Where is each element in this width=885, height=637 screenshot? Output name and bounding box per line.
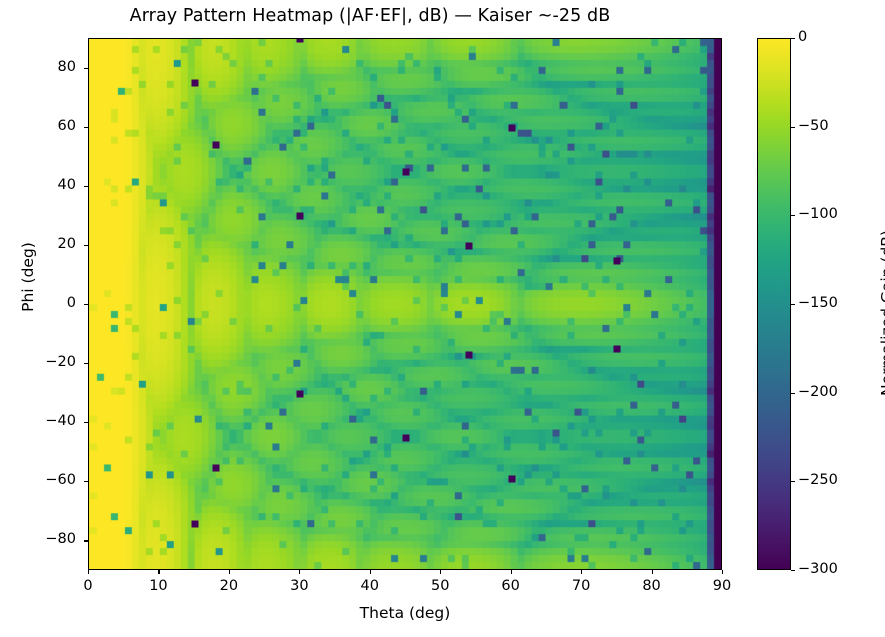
- y-tick-label: 80: [57, 58, 76, 75]
- colorbar-tick: [791, 126, 795, 128]
- colorbar-tick: [791, 304, 795, 306]
- y-tick: [84, 481, 88, 483]
- colorbar-label: Normalized Gain (dB): [878, 230, 885, 396]
- colorbar-tick: [791, 215, 795, 217]
- colorbar-tick: [791, 392, 795, 394]
- x-tick-label: 90: [712, 578, 732, 594]
- null-marker: [465, 351, 473, 359]
- colorbar-tick-label: −250: [798, 472, 838, 489]
- y-tick-label: −40: [45, 413, 76, 430]
- y-tick: [84, 363, 88, 365]
- x-tick: [369, 570, 371, 574]
- y-tick: [84, 185, 88, 187]
- null-marker-layer: [89, 39, 721, 569]
- y-tick: [84, 540, 88, 542]
- null-marker: [402, 168, 410, 176]
- x-tick: [158, 570, 160, 574]
- x-tick-label: 20: [219, 578, 239, 594]
- x-tick-label: 50: [430, 578, 450, 594]
- null-marker: [296, 390, 304, 398]
- x-tick: [581, 570, 583, 574]
- null-marker: [212, 464, 220, 472]
- y-tick: [84, 126, 88, 128]
- null-marker: [212, 141, 220, 149]
- y-tick-label: −20: [45, 354, 76, 371]
- null-marker: [508, 475, 516, 483]
- x-tick: [651, 570, 653, 574]
- y-tick-label: −60: [45, 472, 76, 489]
- colorbar: [757, 38, 791, 570]
- null-marker: [508, 124, 516, 132]
- null-marker: [191, 520, 199, 528]
- colorbar-tick-label: −200: [798, 383, 838, 400]
- colorbar-tick-label: −300: [798, 561, 838, 577]
- null-marker: [465, 242, 473, 250]
- chart-title: Array Pattern Heatmap (|AF·EF|, dB) — Ka…: [129, 6, 611, 26]
- y-tick: [84, 304, 88, 306]
- y-tick-label: 20: [57, 235, 76, 252]
- null-marker: [613, 345, 621, 353]
- colorbar-tick-label: −50: [798, 117, 829, 134]
- null-marker: [402, 434, 410, 442]
- x-tick-label: 40: [360, 578, 379, 594]
- colorbar-tick-label: −100: [798, 206, 838, 223]
- x-tick-label: 0: [83, 578, 93, 594]
- x-tick-label: 10: [149, 578, 168, 594]
- null-marker: [296, 39, 304, 43]
- colorbar-tick-label: 0: [798, 29, 808, 45]
- y-tick: [84, 422, 88, 424]
- x-tick: [510, 570, 512, 574]
- y-tick-label: −80: [45, 531, 76, 548]
- x-tick-label: 30: [290, 578, 309, 594]
- x-tick: [722, 570, 724, 574]
- x-axis-label: Theta (deg): [359, 604, 451, 622]
- null-marker: [296, 212, 304, 220]
- x-tick-label: 60: [501, 578, 520, 594]
- colorbar-tick: [791, 570, 795, 572]
- x-tick-label: 70: [571, 578, 591, 594]
- null-marker: [613, 257, 621, 265]
- heatmap-axes[interactable]: [88, 38, 722, 570]
- x-tick: [88, 570, 90, 574]
- x-tick-label: 80: [642, 578, 661, 594]
- colorbar-tick-label: −150: [798, 295, 838, 311]
- y-tick: [84, 67, 88, 69]
- y-tick-label: 0: [66, 295, 76, 311]
- x-tick: [228, 570, 230, 574]
- x-tick: [299, 570, 301, 574]
- heatmap-canvas: [89, 39, 721, 569]
- y-tick-label: 40: [57, 176, 76, 193]
- y-tick: [84, 244, 88, 246]
- y-axis-label: Phi (deg): [19, 242, 37, 312]
- x-tick: [440, 570, 442, 574]
- null-marker: [191, 79, 199, 87]
- colorbar-tick: [791, 38, 795, 40]
- colorbar-tick: [791, 481, 795, 483]
- y-tick-label: 60: [57, 117, 76, 134]
